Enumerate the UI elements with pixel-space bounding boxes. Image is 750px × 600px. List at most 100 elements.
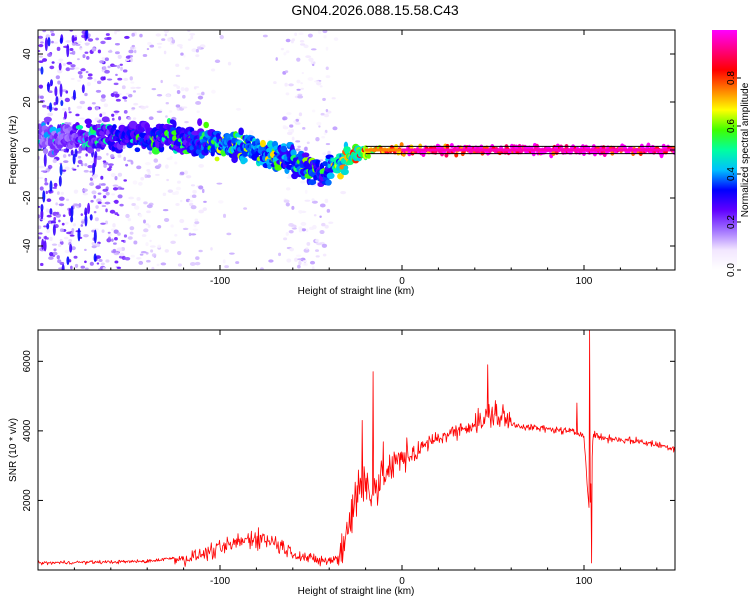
spectrogram-noise [308,57,314,62]
spectrogram-noise [295,148,301,152]
spectrogram-noise [322,253,327,257]
spectrogram-noise [163,30,170,34]
spectrogram-noise [323,132,327,136]
spectrogram-noise [188,232,192,237]
spectrogram-core-cell [661,148,664,152]
spectrogram-noise [53,248,57,252]
spectrogram-core-cell [618,148,621,152]
spectrogram-noise [174,233,178,237]
spectrogram-noise [298,228,303,233]
spectrogram-core-cell [391,148,393,152]
spectrogram-noise [117,77,123,81]
spectrogram-noise [84,267,89,270]
spectrogram-core-cell [660,148,663,152]
spectrogram-noise [305,247,309,250]
spectrogram-core-cell [378,148,381,152]
spectrogram-noise [297,145,301,148]
spectrogram-noise [222,259,226,264]
spectrogram-noise [116,214,120,217]
spectrogram-ridge-cell [479,144,484,150]
spectrogram-core-cell [385,148,388,152]
spectrogram-ridge-cell [366,153,371,159]
spectrogram-noise [170,224,174,228]
spectrogram-noise [113,82,119,86]
spectrogram-core-cell [434,148,436,152]
spectrogram-noise [303,44,309,49]
spectrogram-noise [94,117,100,121]
spectrogram-noise [275,57,278,61]
spectrogram-noise [81,220,85,224]
spectrogram-noise [283,199,290,203]
spectrogram-noise [112,248,117,253]
spectrogram-noise [118,116,122,121]
spectrogram-core-cell [606,148,608,152]
spectrogram-core-cell [546,148,548,152]
spectrogram-noise [302,260,308,263]
spectrogram-core-cell [443,148,445,152]
spectrogram-core-cell [551,148,553,152]
spectrogram-core-cell [369,148,371,152]
spectrogram-noise [304,189,308,194]
spectrogram-noise [98,258,103,262]
spectrogram-noise [194,261,201,266]
spectrogram-noise [146,204,153,209]
spectrogram-core-cell [631,148,634,152]
spectrogram-noise [120,66,123,71]
spectrogram-core-cell [656,148,658,152]
spectrogram-core-cell [475,148,477,152]
spectrogram-noise [131,203,136,207]
spectrogram-core-cell [580,148,583,152]
spectrogram-noise [295,140,301,143]
spectrogram-core-cell [582,148,584,152]
spectrogram-core-cell [648,148,650,152]
spectrogram-noise [162,192,167,197]
spectrogram-noise [282,126,289,130]
spectrogram-core-cell [639,148,642,152]
spectrogram-noise [299,39,305,43]
spectrogram-noise [72,223,77,227]
spectrogram-noise [106,36,112,41]
spectrogram-noise [55,75,61,80]
spectrogram-noise [115,73,118,76]
spectrogram-core-cell [496,148,499,152]
spectrogram-core-cell [648,148,651,152]
spectrogram-noise [61,169,67,172]
spectrogram-core-cell [622,148,624,152]
spectrogram-noise [87,165,93,169]
spectrogram-noise [101,183,106,186]
spectrogram-noise [227,61,232,66]
spectrogram-noise [138,213,143,218]
spectrogram-noise [315,249,320,252]
spectrogram-noise [76,105,83,109]
spectrogram-noise [79,117,85,120]
spectrogram-noise [305,228,309,233]
spectrogram-noise [114,93,120,98]
spectrogram-core-cell [620,148,623,152]
spectrogram-noise [129,231,134,235]
spectrogram-core-cell [461,148,463,152]
spectrogram-noise [117,172,123,177]
spectrogram-noise [52,251,58,256]
spectrogram-core-cell [415,148,418,152]
spectrogram-noise [311,266,315,270]
spectrogram-noise [222,213,227,218]
spectrogram-core-cell [452,148,454,152]
spectrogram-ridge-cell [409,144,414,150]
spectrogram-noise [132,117,137,120]
spectrogram-noise [327,150,331,155]
spectrogram-noise [320,112,325,116]
spectrogram-noise [158,163,162,168]
spectrogram-noise [56,211,59,215]
spectrogram-noise [124,99,127,102]
spectrogram-noise [38,119,41,123]
spectrogram-core-cell [435,148,437,152]
spectrogram-ridge-cell [308,179,317,186]
spectrogram-core-cell [545,148,547,152]
spectrogram-core-cell [663,148,665,152]
spectrogram-ridge-cell [172,120,177,129]
spectrogram-core-cell [439,148,442,152]
spectrogram-ridge-cell [280,145,288,153]
spectrogram-noise [141,234,147,237]
spectrogram-ridge-cell [259,139,266,148]
spectrogram-ridge-cell [243,157,248,163]
